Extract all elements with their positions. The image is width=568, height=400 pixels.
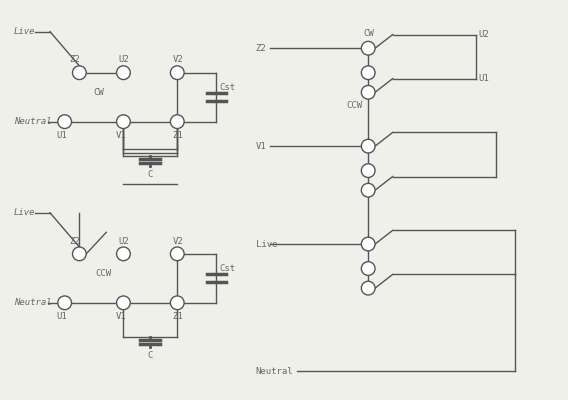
Circle shape — [116, 66, 130, 80]
Text: V2: V2 — [172, 237, 183, 246]
Text: Neutral: Neutral — [14, 117, 51, 126]
Text: Live: Live — [14, 27, 35, 36]
Text: Z1: Z1 — [172, 131, 183, 140]
Circle shape — [361, 237, 375, 251]
Text: Neutral: Neutral — [14, 298, 51, 307]
Text: V1: V1 — [256, 142, 266, 151]
Circle shape — [361, 183, 375, 197]
Text: Z1: Z1 — [172, 312, 183, 321]
Text: U2: U2 — [119, 237, 130, 246]
Text: C: C — [147, 170, 152, 179]
Circle shape — [170, 247, 184, 261]
Text: Z2: Z2 — [256, 44, 266, 53]
Text: Live: Live — [256, 240, 277, 248]
Text: U2: U2 — [479, 30, 490, 39]
Circle shape — [361, 139, 375, 153]
Text: V1: V1 — [115, 312, 126, 321]
Circle shape — [361, 164, 375, 178]
Text: V2: V2 — [172, 56, 183, 64]
Text: Cst: Cst — [219, 83, 236, 92]
Text: Z2: Z2 — [69, 56, 80, 64]
Text: U1: U1 — [57, 131, 68, 140]
Circle shape — [58, 115, 72, 128]
Circle shape — [170, 115, 184, 128]
Circle shape — [73, 66, 86, 80]
Circle shape — [116, 247, 130, 261]
Circle shape — [73, 247, 86, 261]
Circle shape — [361, 281, 375, 295]
Text: CW: CW — [364, 29, 374, 38]
Text: Cst: Cst — [219, 264, 236, 273]
Text: U1: U1 — [57, 312, 68, 321]
Text: U1: U1 — [479, 74, 490, 83]
Circle shape — [361, 262, 375, 275]
Circle shape — [361, 41, 375, 55]
Text: CCW: CCW — [346, 102, 363, 110]
Text: CCW: CCW — [96, 269, 112, 278]
Text: C: C — [147, 351, 152, 360]
Circle shape — [170, 296, 184, 310]
Text: U2: U2 — [119, 56, 130, 64]
Text: Z2: Z2 — [69, 237, 80, 246]
Circle shape — [361, 66, 375, 80]
Text: Live: Live — [14, 208, 35, 217]
Text: CW: CW — [94, 88, 105, 97]
Circle shape — [170, 66, 184, 80]
Text: V1: V1 — [115, 131, 126, 140]
Circle shape — [361, 86, 375, 99]
Circle shape — [116, 296, 130, 310]
Circle shape — [116, 115, 130, 128]
Circle shape — [58, 296, 72, 310]
Text: Neutral: Neutral — [256, 367, 293, 376]
